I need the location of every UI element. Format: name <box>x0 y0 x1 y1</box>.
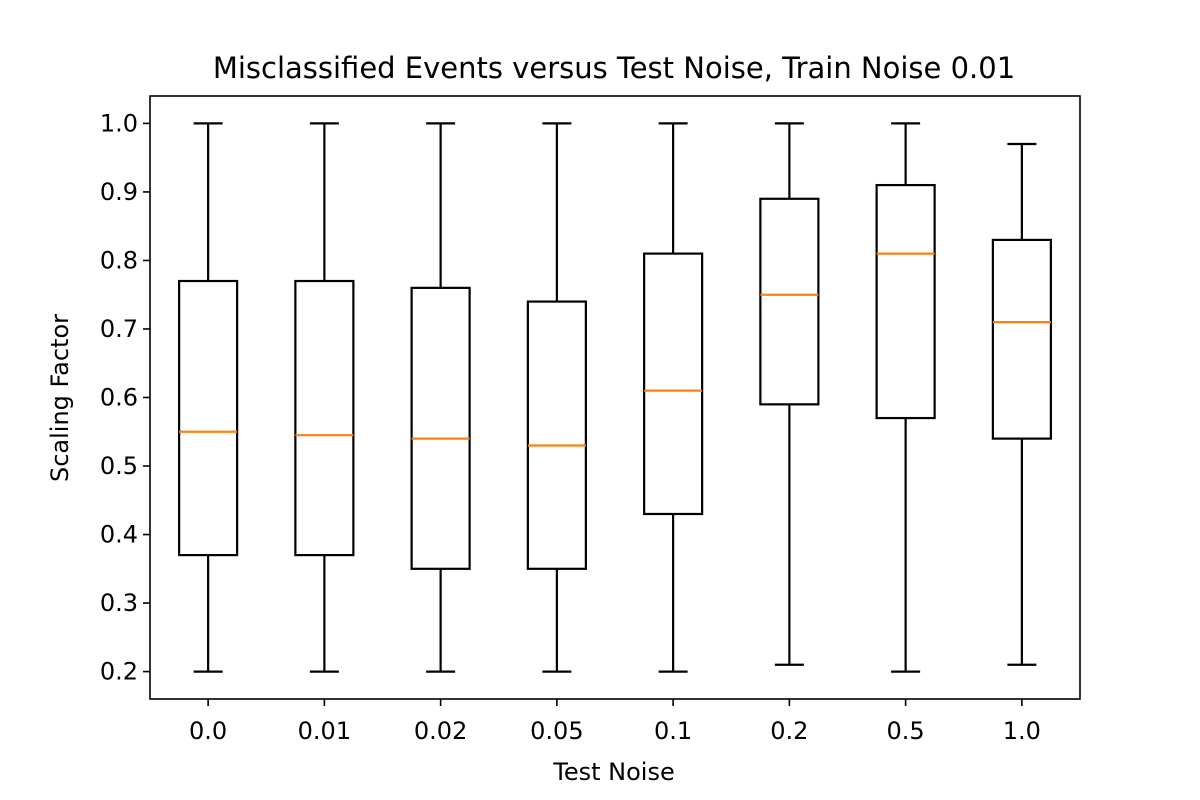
y-tick-label: 0.5 <box>100 452 138 480</box>
x-tick-label: 1.0 <box>1003 717 1041 745</box>
x-axis-title: Test Noise <box>552 758 674 786</box>
y-tick-label: 1.0 <box>100 109 138 137</box>
box-series <box>178 122 1052 673</box>
y-tick-label: 0.8 <box>100 246 138 274</box>
box-plot-0.01 <box>294 122 355 673</box>
iqr-box <box>294 279 355 557</box>
y-axis: 0.2 0.3 0.4 0.5 0.6 0.7 0.8 0.9 1.0 <box>100 109 150 686</box>
iqr-box <box>526 300 587 570</box>
x-tick-label: 0.05 <box>530 717 583 745</box>
box-plot-0.05 <box>526 122 587 673</box>
box-plot-0.02 <box>410 122 471 673</box>
x-tick-label: 0.5 <box>887 717 925 745</box>
x-tick-label: 0.01 <box>298 717 351 745</box>
iqr-box <box>759 197 820 406</box>
y-tick-label: 0.3 <box>100 589 138 617</box>
y-tick-label: 0.2 <box>100 658 138 686</box>
x-axis: 0.0 0.01 0.02 0.05 0.1 0.2 0.5 1.0 <box>189 699 1041 745</box>
y-tick-label: 0.6 <box>100 384 138 412</box>
x-tick-label: 0.02 <box>414 717 467 745</box>
iqr-box <box>410 286 471 570</box>
iqr-box <box>991 238 1052 440</box>
y-tick-label: 0.9 <box>100 178 138 206</box>
iqr-box <box>178 279 239 557</box>
y-axis-title: Scaling Factor <box>46 314 74 482</box>
box-plot-0.5 <box>875 122 936 673</box>
box-plot-0.1 <box>643 122 704 673</box>
x-tick-label: 0.0 <box>189 717 227 745</box>
plot-area-frame <box>149 95 1081 700</box>
box-plot-0.0 <box>178 122 239 673</box>
y-tick-label: 0.4 <box>100 521 138 549</box>
box-plot-1.0 <box>991 142 1052 666</box>
box-plot-0.2 <box>759 122 820 666</box>
y-tick-label: 0.7 <box>100 315 138 343</box>
iqr-box <box>643 252 704 516</box>
chart-title: Misclassified Events versus Test Noise, … <box>213 51 1015 85</box>
x-tick-label: 0.1 <box>654 717 692 745</box>
x-tick-label: 0.2 <box>770 717 808 745</box>
iqr-box <box>875 183 936 420</box>
